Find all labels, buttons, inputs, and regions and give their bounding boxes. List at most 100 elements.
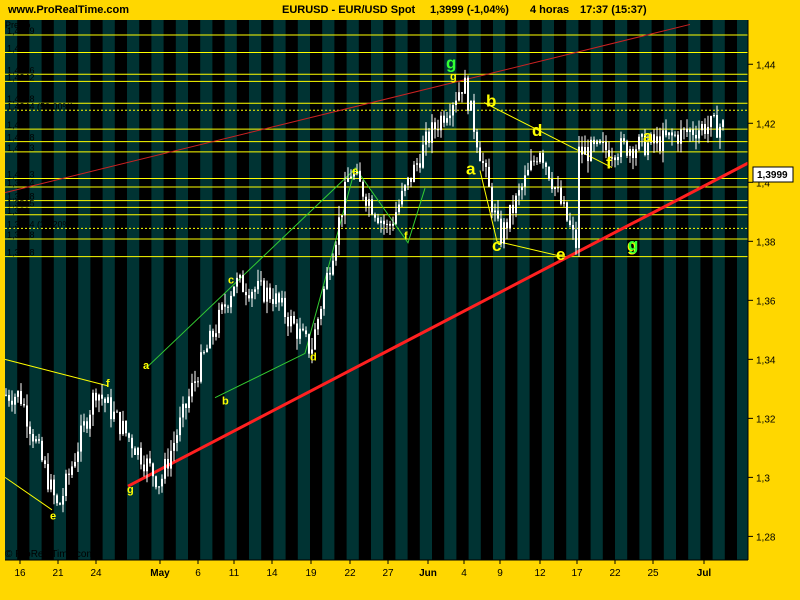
candle-body <box>77 451 79 462</box>
candle-body <box>59 503 61 505</box>
candle-body <box>17 391 19 397</box>
candle-body <box>101 394 103 399</box>
wave-label: g <box>627 236 637 255</box>
y-tick-label: 1,3 <box>756 473 770 484</box>
candle-body <box>116 411 118 413</box>
candle-body <box>308 334 310 354</box>
candle-body <box>689 129 691 133</box>
candle-body <box>638 136 640 150</box>
candle-body <box>320 308 322 320</box>
time-stripe <box>5 20 18 560</box>
candle-body <box>461 92 463 94</box>
candle-body <box>497 210 499 219</box>
time-stripe <box>493 20 506 560</box>
candle-body <box>404 185 406 191</box>
candle-body <box>503 222 505 244</box>
candle-body <box>8 394 10 401</box>
candle-body <box>44 460 46 465</box>
candle-body <box>251 291 253 299</box>
x-tick-label: 22 <box>344 568 356 579</box>
candle-body <box>290 315 292 327</box>
candle-body <box>173 442 175 451</box>
candle-body <box>32 433 34 442</box>
candle-body <box>401 190 403 205</box>
candle-body <box>200 352 202 382</box>
candle-body <box>293 315 295 324</box>
candle-body <box>473 100 475 132</box>
candle-body <box>542 152 544 163</box>
candle-body <box>113 411 115 420</box>
candle-body <box>479 147 481 162</box>
y-tick-label: 1,28 <box>756 532 776 543</box>
y-tick-label: 1,32 <box>756 414 776 425</box>
candle-body <box>704 124 706 134</box>
y-tick-label: 1,4 <box>756 178 770 189</box>
triangle-lines <box>354 167 426 244</box>
candle-body <box>659 136 661 151</box>
candle-body <box>254 289 256 292</box>
y-tick-label: 1,44 <box>756 60 776 71</box>
time-stripe <box>151 20 164 560</box>
candle-body <box>131 437 133 449</box>
candle-body <box>335 244 337 261</box>
candle-body <box>398 204 400 213</box>
candle-body <box>455 100 457 106</box>
candle-body <box>344 181 346 216</box>
time-stripe <box>566 20 579 560</box>
quote-title: 1,3999 (-1,04%) <box>430 4 509 16</box>
candle-body <box>440 115 442 131</box>
instrument-title: EURUSD - EUR/USD Spot <box>282 4 416 16</box>
time-stripe <box>590 20 603 560</box>
candle-body <box>533 160 535 162</box>
candle-body <box>194 381 196 383</box>
candle-body <box>119 412 121 435</box>
time-stripe <box>517 20 530 560</box>
y-tick-label: 1,42 <box>756 119 776 130</box>
candle-body <box>662 130 664 151</box>
candle-body <box>563 202 565 204</box>
time-stripe <box>53 20 66 560</box>
fib-level-label: 1,389 <box>7 206 30 216</box>
candle-body <box>26 405 28 427</box>
candle-body <box>350 176 352 179</box>
time-stripe <box>688 20 701 560</box>
candle-body <box>698 130 700 139</box>
candle-body <box>71 466 73 475</box>
candle-body <box>50 479 52 490</box>
candle-body <box>317 319 319 330</box>
candle-body <box>581 146 583 155</box>
candle-body <box>191 382 193 397</box>
candle-body <box>707 126 709 134</box>
candle-body <box>716 115 718 138</box>
candle-body <box>458 92 460 101</box>
candle-body <box>527 169 529 176</box>
wave-label: d <box>310 351 317 363</box>
x-tick-label: 16 <box>14 568 26 579</box>
wave-label: c <box>492 236 501 255</box>
candle-body <box>29 426 31 434</box>
fib-level-label: 1,3938 <box>7 192 35 202</box>
wave-label: g <box>127 484 134 496</box>
candle-body <box>521 186 523 191</box>
candle-body <box>632 149 634 158</box>
candle-body <box>665 130 667 136</box>
candle-body <box>314 329 316 350</box>
candle-body <box>569 220 571 225</box>
candle-body <box>545 162 547 167</box>
fib-level-label: 1,418 <box>7 120 30 130</box>
candle-body <box>551 178 553 189</box>
candle-body <box>80 425 82 452</box>
x-tick-label: 14 <box>266 568 278 579</box>
wave-label-green: g <box>628 235 638 254</box>
time-title: 17:37 (15:37) <box>580 4 647 16</box>
candle-body <box>332 260 334 275</box>
candle-body <box>611 157 613 159</box>
fib-level-label: 1,4366 <box>7 65 35 75</box>
candle-body <box>491 186 493 213</box>
candle-body <box>179 417 181 436</box>
candle-body <box>359 170 361 182</box>
fib-level-label: 1,3915 <box>7 198 35 208</box>
wave-label: f <box>404 230 408 242</box>
fib-level-label: 1,4103 <box>7 143 35 153</box>
